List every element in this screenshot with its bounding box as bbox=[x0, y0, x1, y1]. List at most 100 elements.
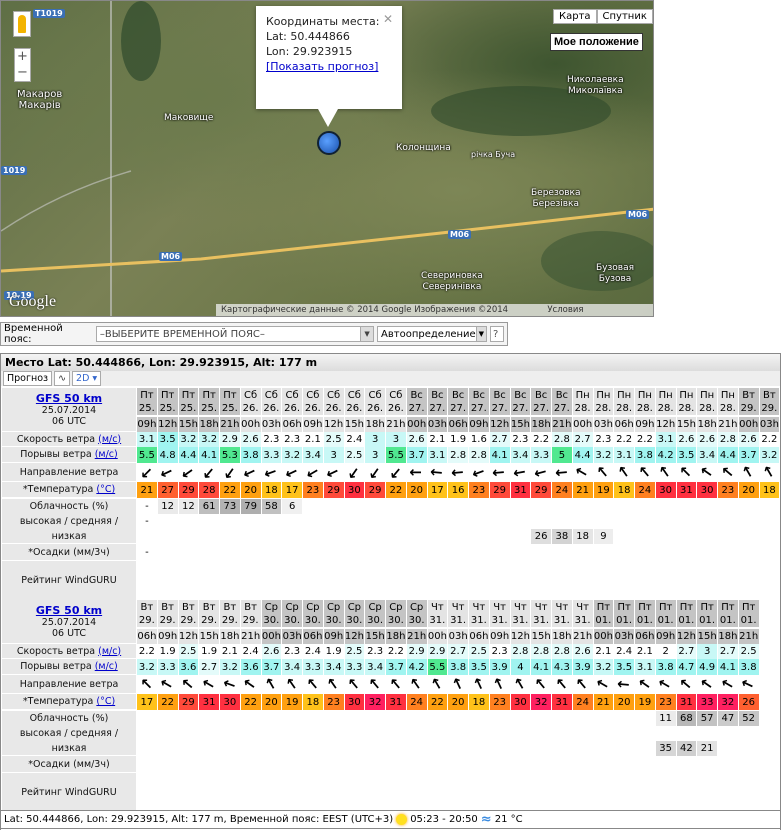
date: 26. bbox=[346, 402, 363, 414]
cloud-high-value: 79 bbox=[240, 499, 261, 514]
show-forecast-link[interactable]: [Показать прогноз] bbox=[266, 60, 379, 73]
cloud-high-value bbox=[594, 499, 614, 514]
row-gust: 3.2 3.3 3.6 2.7 3.2 3.6 3.7 3.4 3.3 3.4 3.3 3.4 3.7 4… bbox=[137, 659, 760, 675]
wind-speed-cell: 1.9 bbox=[157, 644, 179, 659]
wind-arrow-icon: ↑ bbox=[448, 673, 468, 695]
cloud-low-value bbox=[531, 741, 551, 756]
wind-gust-cell: 5.5 bbox=[427, 659, 449, 675]
weekday: Пт bbox=[741, 601, 756, 613]
hour-cell: 21h bbox=[572, 627, 594, 644]
wind-speed-cell: 3 bbox=[365, 432, 386, 447]
date: 29. bbox=[761, 402, 778, 414]
wind-speed-cell: 2.5 bbox=[469, 644, 490, 659]
my-position-button[interactable]: Мое положение bbox=[550, 33, 643, 51]
wind-speed-cell: 3.2 bbox=[178, 432, 200, 447]
cloud-cell bbox=[345, 711, 366, 756]
cloud-cell: 79 bbox=[240, 499, 262, 544]
close-icon[interactable]: ✕ bbox=[382, 12, 393, 26]
map[interactable]: T1019 M06 M06 M06 10-19 1019 Макаров Мак… bbox=[0, 0, 654, 317]
day-cell: Чт 31. bbox=[469, 600, 490, 627]
street-view-pegman-icon[interactable] bbox=[13, 11, 31, 37]
weekday: Ср bbox=[326, 601, 341, 613]
temperature-cell: 22 bbox=[386, 482, 407, 498]
cloud-high-value bbox=[179, 711, 199, 726]
terms-link[interactable]: Условия использования bbox=[547, 305, 584, 315]
zoom-in-button[interactable]: + bbox=[17, 49, 28, 64]
date: 31. bbox=[429, 614, 446, 626]
rating-cell bbox=[656, 561, 677, 601]
unit-link[interactable]: (м/с) bbox=[98, 645, 122, 657]
footer-location: Lat: 50.444866, Lon: 29.923915, Alt: 177… bbox=[4, 814, 394, 825]
precip-cell bbox=[739, 756, 760, 773]
wind-arrow-icon: ↑ bbox=[135, 462, 158, 484]
cloud-cell bbox=[635, 711, 656, 756]
unit-link[interactable]: (м/с) bbox=[94, 449, 118, 460]
cloud-mid-value bbox=[199, 726, 219, 741]
temperature-cell: 23 bbox=[718, 482, 739, 498]
cloud-mid-value bbox=[573, 514, 593, 529]
cloud-mid-value bbox=[469, 514, 489, 529]
help-button[interactable]: ? bbox=[490, 326, 504, 342]
cloud-high-value bbox=[697, 499, 717, 514]
day-cell: Сб 26. bbox=[323, 388, 345, 415]
cloud-low-value bbox=[199, 741, 219, 756]
precip-cell bbox=[365, 544, 386, 561]
tab-forecast[interactable]: Прогноз bbox=[3, 371, 53, 386]
temperature-cell: 23 bbox=[655, 694, 677, 710]
cloud-cell: 11 35 bbox=[655, 711, 677, 756]
wind-arrow-icon: ↑ bbox=[510, 673, 531, 696]
cloud-high-value bbox=[490, 711, 510, 726]
cloud-cell bbox=[365, 711, 386, 756]
cloud-cell bbox=[594, 711, 615, 756]
rating-cell bbox=[345, 561, 366, 601]
cloud-cell bbox=[324, 711, 345, 756]
cloud-low-value bbox=[158, 741, 178, 756]
temperature-cell: 22 bbox=[157, 694, 179, 710]
location-marker-icon[interactable] bbox=[317, 131, 341, 155]
cloud-cell bbox=[386, 499, 407, 544]
wind-direction-cell: ↑ bbox=[469, 673, 490, 695]
model-link[interactable]: GFS 50 km bbox=[35, 604, 103, 617]
unit-link[interactable]: (м/с) bbox=[94, 661, 118, 672]
precip-cell: - bbox=[137, 544, 158, 561]
temperature-cell: 18 bbox=[261, 482, 283, 498]
wind-gust-cell: 4.1 bbox=[199, 447, 220, 463]
zoom-out-button[interactable]: − bbox=[17, 65, 28, 80]
tab-2d[interactable]: 2D ▾ bbox=[72, 371, 102, 386]
cloud-high-value bbox=[531, 711, 551, 726]
auto-detect-select[interactable]: Автоопределение ▼ bbox=[377, 326, 488, 342]
hour-cell: 15h bbox=[199, 627, 220, 644]
cloud-low-value bbox=[282, 529, 302, 544]
rating-cell bbox=[469, 561, 490, 601]
rating-cell bbox=[386, 773, 407, 813]
tab-graph[interactable]: ∿ bbox=[54, 371, 71, 386]
cloud-low-value: 35 bbox=[655, 741, 676, 756]
unit-link[interactable]: (°C) bbox=[96, 696, 116, 707]
wind-speed-cell: 2.6 bbox=[572, 644, 594, 659]
cloud-mid-value bbox=[656, 726, 676, 741]
wind-speed-cell: 1.9 bbox=[199, 644, 220, 659]
date: 29. bbox=[242, 614, 259, 626]
cloud-cell bbox=[137, 711, 158, 756]
model-link[interactable]: GFS 50 km bbox=[35, 392, 103, 405]
rating-cell bbox=[614, 561, 635, 601]
wind-speed-cell: 1.6 bbox=[469, 432, 490, 447]
cloud-cell: 61 bbox=[199, 499, 220, 544]
day-cell: Пт 25. bbox=[137, 388, 158, 415]
cloud-high-value: 58 bbox=[261, 499, 282, 514]
wind-arrow-icon: ↑ bbox=[280, 463, 303, 483]
unit-link[interactable]: (°C) bbox=[96, 484, 116, 495]
cloud-low-value bbox=[697, 529, 717, 544]
hour-cell: 06h bbox=[303, 627, 324, 644]
map-type-satellite-button[interactable]: Спутник bbox=[596, 9, 653, 24]
wind-gust-cell: 4.4 bbox=[572, 447, 594, 463]
wind-direction-cell: ↑ bbox=[156, 463, 179, 482]
timezone-select[interactable]: –ВЫБЕРИТЕ ВРЕМЕННОЙ ПОЯС– ▼ bbox=[95, 326, 375, 342]
map-type-map-button[interactable]: Карта bbox=[553, 9, 597, 24]
weekday: Чт bbox=[451, 601, 465, 613]
unit-link[interactable]: (м/с) bbox=[98, 433, 122, 445]
wind-arrow-icon: ↑ bbox=[633, 461, 656, 484]
date: 29. bbox=[740, 402, 757, 414]
cloud-low-value: 18 bbox=[572, 529, 593, 544]
cloud-high-value bbox=[511, 711, 531, 726]
